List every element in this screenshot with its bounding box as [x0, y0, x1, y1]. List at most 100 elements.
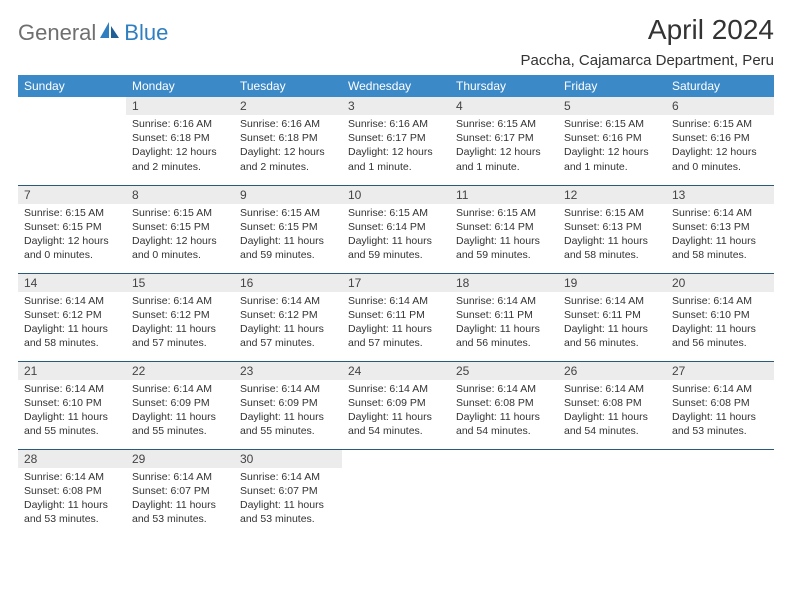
calendar-cell: 10Sunrise: 6:15 AMSunset: 6:14 PMDayligh… — [342, 185, 450, 273]
day-details: Sunrise: 6:15 AMSunset: 6:15 PMDaylight:… — [18, 204, 126, 267]
calendar-cell: 30Sunrise: 6:14 AMSunset: 6:07 PMDayligh… — [234, 449, 342, 537]
calendar-week-row: 21Sunrise: 6:14 AMSunset: 6:10 PMDayligh… — [18, 361, 774, 449]
day-details: Sunrise: 6:14 AMSunset: 6:11 PMDaylight:… — [450, 292, 558, 355]
calendar-cell: 2Sunrise: 6:16 AMSunset: 6:18 PMDaylight… — [234, 97, 342, 185]
day-number: 18 — [450, 274, 558, 292]
day-number: 11 — [450, 186, 558, 204]
day-details: Sunrise: 6:14 AMSunset: 6:08 PMDaylight:… — [450, 380, 558, 443]
calendar-cell — [666, 449, 774, 537]
calendar-cell: 16Sunrise: 6:14 AMSunset: 6:12 PMDayligh… — [234, 273, 342, 361]
day-details: Sunrise: 6:15 AMSunset: 6:15 PMDaylight:… — [126, 204, 234, 267]
calendar-week-row: 14Sunrise: 6:14 AMSunset: 6:12 PMDayligh… — [18, 273, 774, 361]
calendar-cell — [18, 97, 126, 185]
title-block: April 2024 Paccha, Cajamarca Department,… — [521, 14, 774, 69]
day-number: 25 — [450, 362, 558, 380]
day-number: 28 — [18, 450, 126, 468]
calendar-cell: 22Sunrise: 6:14 AMSunset: 6:09 PMDayligh… — [126, 361, 234, 449]
calendar-cell: 19Sunrise: 6:14 AMSunset: 6:11 PMDayligh… — [558, 273, 666, 361]
day-details: Sunrise: 6:14 AMSunset: 6:12 PMDaylight:… — [126, 292, 234, 355]
day-details: Sunrise: 6:14 AMSunset: 6:07 PMDaylight:… — [126, 468, 234, 531]
day-details: Sunrise: 6:16 AMSunset: 6:17 PMDaylight:… — [342, 115, 450, 178]
day-number: 6 — [666, 97, 774, 115]
calendar-cell: 13Sunrise: 6:14 AMSunset: 6:13 PMDayligh… — [666, 185, 774, 273]
day-number: 16 — [234, 274, 342, 292]
day-details: Sunrise: 6:14 AMSunset: 6:09 PMDaylight:… — [342, 380, 450, 443]
calendar-cell: 7Sunrise: 6:15 AMSunset: 6:15 PMDaylight… — [18, 185, 126, 273]
day-details: Sunrise: 6:14 AMSunset: 6:09 PMDaylight:… — [126, 380, 234, 443]
calendar-cell: 4Sunrise: 6:15 AMSunset: 6:17 PMDaylight… — [450, 97, 558, 185]
day-number: 29 — [126, 450, 234, 468]
calendar-cell: 26Sunrise: 6:14 AMSunset: 6:08 PMDayligh… — [558, 361, 666, 449]
day-number: 19 — [558, 274, 666, 292]
day-number: 3 — [342, 97, 450, 115]
calendar-cell: 17Sunrise: 6:14 AMSunset: 6:11 PMDayligh… — [342, 273, 450, 361]
calendar-cell: 5Sunrise: 6:15 AMSunset: 6:16 PMDaylight… — [558, 97, 666, 185]
day-number: 10 — [342, 186, 450, 204]
calendar-cell: 8Sunrise: 6:15 AMSunset: 6:15 PMDaylight… — [126, 185, 234, 273]
day-number: 30 — [234, 450, 342, 468]
day-details: Sunrise: 6:14 AMSunset: 6:11 PMDaylight:… — [558, 292, 666, 355]
logo-text-blue: Blue — [124, 20, 168, 46]
day-details: Sunrise: 6:15 AMSunset: 6:16 PMDaylight:… — [666, 115, 774, 178]
calendar-cell: 14Sunrise: 6:14 AMSunset: 6:12 PMDayligh… — [18, 273, 126, 361]
day-details: Sunrise: 6:14 AMSunset: 6:12 PMDaylight:… — [18, 292, 126, 355]
day-number: 8 — [126, 186, 234, 204]
day-details: Sunrise: 6:14 AMSunset: 6:13 PMDaylight:… — [666, 204, 774, 267]
day-number: 9 — [234, 186, 342, 204]
calendar-cell: 9Sunrise: 6:15 AMSunset: 6:15 PMDaylight… — [234, 185, 342, 273]
logo-sail-icon — [100, 22, 120, 45]
calendar-week-row: 7Sunrise: 6:15 AMSunset: 6:15 PMDaylight… — [18, 185, 774, 273]
day-details: Sunrise: 6:14 AMSunset: 6:07 PMDaylight:… — [234, 468, 342, 531]
day-details: Sunrise: 6:16 AMSunset: 6:18 PMDaylight:… — [234, 115, 342, 178]
dayhead-tuesday: Tuesday — [234, 75, 342, 97]
dayhead-saturday: Saturday — [666, 75, 774, 97]
day-details: Sunrise: 6:14 AMSunset: 6:11 PMDaylight:… — [342, 292, 450, 355]
day-number: 24 — [342, 362, 450, 380]
dayhead-monday: Monday — [126, 75, 234, 97]
calendar-cell: 15Sunrise: 6:14 AMSunset: 6:12 PMDayligh… — [126, 273, 234, 361]
day-number: 5 — [558, 97, 666, 115]
day-details: Sunrise: 6:15 AMSunset: 6:17 PMDaylight:… — [450, 115, 558, 178]
day-number: 14 — [18, 274, 126, 292]
calendar-week-row: 1Sunrise: 6:16 AMSunset: 6:18 PMDaylight… — [18, 97, 774, 185]
logo: General Blue — [18, 14, 168, 46]
day-details: Sunrise: 6:16 AMSunset: 6:18 PMDaylight:… — [126, 115, 234, 178]
dayhead-wednesday: Wednesday — [342, 75, 450, 97]
header: General Blue April 2024 Paccha, Cajamarc… — [18, 14, 774, 69]
calendar-cell: 25Sunrise: 6:14 AMSunset: 6:08 PMDayligh… — [450, 361, 558, 449]
calendar-cell: 28Sunrise: 6:14 AMSunset: 6:08 PMDayligh… — [18, 449, 126, 537]
day-number: 4 — [450, 97, 558, 115]
calendar-cell: 18Sunrise: 6:14 AMSunset: 6:11 PMDayligh… — [450, 273, 558, 361]
calendar-cell: 29Sunrise: 6:14 AMSunset: 6:07 PMDayligh… — [126, 449, 234, 537]
day-details: Sunrise: 6:15 AMSunset: 6:13 PMDaylight:… — [558, 204, 666, 267]
calendar-cell — [558, 449, 666, 537]
calendar-table: Sunday Monday Tuesday Wednesday Thursday… — [18, 75, 774, 537]
calendar-cell: 23Sunrise: 6:14 AMSunset: 6:09 PMDayligh… — [234, 361, 342, 449]
day-number: 13 — [666, 186, 774, 204]
calendar-cell: 11Sunrise: 6:15 AMSunset: 6:14 PMDayligh… — [450, 185, 558, 273]
day-header-row: Sunday Monday Tuesday Wednesday Thursday… — [18, 75, 774, 97]
calendar-cell: 27Sunrise: 6:14 AMSunset: 6:08 PMDayligh… — [666, 361, 774, 449]
day-details: Sunrise: 6:15 AMSunset: 6:15 PMDaylight:… — [234, 204, 342, 267]
day-number: 23 — [234, 362, 342, 380]
day-details: Sunrise: 6:15 AMSunset: 6:14 PMDaylight:… — [450, 204, 558, 267]
calendar-cell: 21Sunrise: 6:14 AMSunset: 6:10 PMDayligh… — [18, 361, 126, 449]
day-number: 20 — [666, 274, 774, 292]
day-details: Sunrise: 6:14 AMSunset: 6:08 PMDaylight:… — [666, 380, 774, 443]
day-number: 21 — [18, 362, 126, 380]
day-number: 27 — [666, 362, 774, 380]
calendar-page: General Blue April 2024 Paccha, Cajamarc… — [0, 0, 792, 551]
calendar-cell: 12Sunrise: 6:15 AMSunset: 6:13 PMDayligh… — [558, 185, 666, 273]
day-number: 12 — [558, 186, 666, 204]
day-details: Sunrise: 6:14 AMSunset: 6:10 PMDaylight:… — [666, 292, 774, 355]
day-number: 17 — [342, 274, 450, 292]
day-details: Sunrise: 6:14 AMSunset: 6:12 PMDaylight:… — [234, 292, 342, 355]
calendar-body: 1Sunrise: 6:16 AMSunset: 6:18 PMDaylight… — [18, 97, 774, 537]
day-number: 26 — [558, 362, 666, 380]
day-details: Sunrise: 6:14 AMSunset: 6:08 PMDaylight:… — [558, 380, 666, 443]
day-details: Sunrise: 6:14 AMSunset: 6:09 PMDaylight:… — [234, 380, 342, 443]
day-number: 1 — [126, 97, 234, 115]
day-details: Sunrise: 6:14 AMSunset: 6:10 PMDaylight:… — [18, 380, 126, 443]
day-number: 15 — [126, 274, 234, 292]
day-details: Sunrise: 6:14 AMSunset: 6:08 PMDaylight:… — [18, 468, 126, 531]
